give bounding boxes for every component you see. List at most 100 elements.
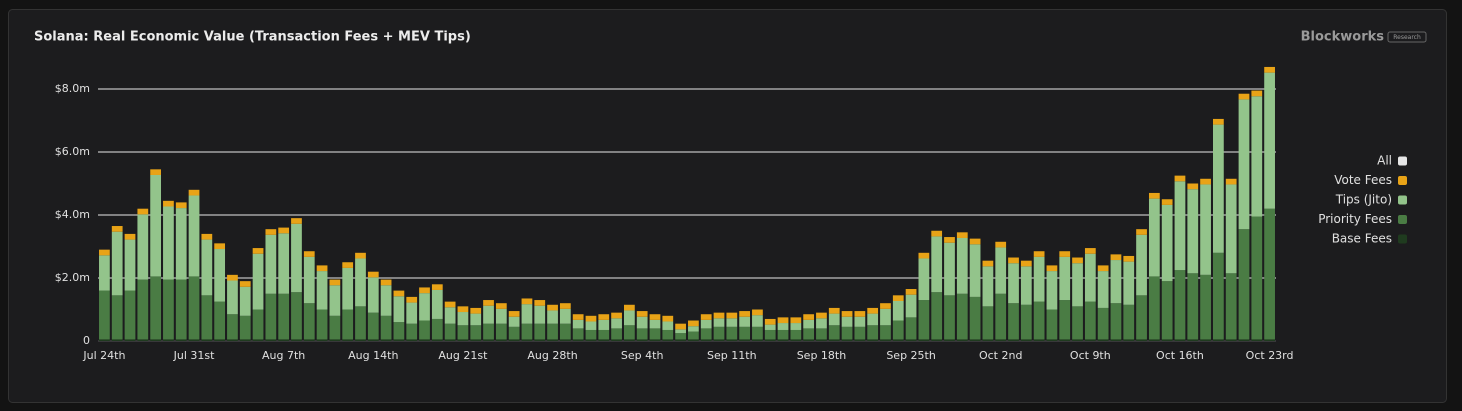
bar-segment bbox=[457, 312, 469, 326]
bar-segment bbox=[1251, 96, 1263, 217]
bar-segment bbox=[1046, 265, 1058, 272]
bar-segment bbox=[1110, 339, 1122, 341]
bar-segment bbox=[380, 339, 392, 341]
bar-segment bbox=[188, 276, 200, 340]
bar-segment bbox=[790, 339, 802, 341]
bar-segment bbox=[188, 339, 200, 341]
bar-segment bbox=[265, 229, 277, 235]
bar-segment bbox=[265, 339, 277, 341]
legend-label[interactable]: Tips (Jito) bbox=[1335, 193, 1392, 207]
x-tick-label: Aug 14th bbox=[348, 349, 398, 362]
bar-segment bbox=[278, 227, 290, 234]
bar-segment bbox=[1225, 184, 1237, 274]
bar-segment bbox=[470, 313, 482, 326]
bar-segment bbox=[406, 339, 418, 341]
bar-segment bbox=[688, 320, 699, 327]
bar-segment bbox=[944, 295, 955, 340]
bar-segment bbox=[201, 239, 213, 296]
bar-segment bbox=[1200, 184, 1211, 275]
bar-segment bbox=[239, 286, 251, 316]
bar-segment bbox=[483, 305, 494, 324]
bar-segment bbox=[624, 339, 635, 341]
bar-segment bbox=[995, 339, 1007, 341]
bar-segment bbox=[1187, 339, 1199, 341]
y-tick-label: $4.0m bbox=[55, 208, 90, 221]
bar-segment bbox=[1161, 281, 1173, 340]
bar-segment bbox=[393, 296, 405, 323]
bar-segment bbox=[841, 326, 853, 340]
bar-segment bbox=[918, 300, 930, 340]
bar-segment bbox=[739, 316, 750, 327]
bar-segment bbox=[329, 279, 341, 286]
bar-segment bbox=[508, 311, 520, 317]
bar-segment bbox=[175, 339, 187, 341]
bar-segment bbox=[214, 243, 226, 250]
bar-segment bbox=[688, 331, 699, 340]
x-tick-label: Oct 23rd bbox=[1246, 349, 1294, 362]
bar-segment bbox=[291, 339, 302, 341]
bar-segment bbox=[982, 266, 994, 307]
bar-segment bbox=[1072, 257, 1083, 264]
bar-segment bbox=[431, 289, 443, 319]
bar-segment bbox=[444, 323, 456, 340]
legend-swatch[interactable] bbox=[1398, 195, 1407, 205]
bar-segment bbox=[752, 309, 763, 316]
bar-segment bbox=[431, 284, 443, 290]
bar-segment bbox=[1046, 309, 1058, 340]
bar-segment bbox=[457, 325, 469, 340]
bar-segment bbox=[1174, 181, 1186, 271]
legend-label[interactable]: Base Fees bbox=[1332, 232, 1392, 246]
bar-segment bbox=[163, 200, 174, 207]
bar-segment bbox=[995, 247, 1007, 294]
legend-label[interactable]: Priority Fees bbox=[1318, 212, 1392, 226]
legend-swatch[interactable] bbox=[1398, 176, 1407, 185]
bar-segment bbox=[547, 310, 558, 324]
bar-segment bbox=[828, 339, 840, 341]
legend-swatch[interactable] bbox=[1398, 234, 1407, 244]
bar-segment bbox=[1161, 199, 1173, 205]
bar-segment bbox=[483, 323, 494, 340]
bar-segment bbox=[1136, 229, 1147, 235]
bar-segment bbox=[572, 319, 584, 329]
bar-segment bbox=[175, 208, 187, 280]
bar-segment bbox=[278, 233, 290, 294]
bar-segment bbox=[227, 280, 238, 315]
bar-segment bbox=[1072, 339, 1083, 341]
bar-segment bbox=[1136, 339, 1147, 341]
bar-segment bbox=[1059, 251, 1071, 257]
bar-segment bbox=[150, 174, 161, 277]
x-tick-label: Oct 16th bbox=[1156, 349, 1204, 362]
bar-segment bbox=[1161, 339, 1173, 341]
bar-segment bbox=[611, 328, 622, 340]
bar-segment bbox=[99, 339, 110, 341]
legend-swatch[interactable] bbox=[1398, 156, 1407, 166]
bar-segment bbox=[969, 238, 981, 245]
bar-segment bbox=[700, 314, 712, 320]
bar-segment bbox=[303, 251, 315, 257]
bar-segment bbox=[470, 307, 482, 314]
bar-segment bbox=[188, 195, 200, 277]
bar-segment bbox=[636, 316, 648, 329]
bar-segment bbox=[739, 311, 750, 317]
bar-segment bbox=[342, 267, 354, 310]
bar-segment bbox=[1008, 339, 1019, 341]
bar-segment bbox=[777, 329, 789, 340]
bar-segment bbox=[495, 303, 507, 309]
bar-segment bbox=[329, 285, 341, 316]
bar-segment bbox=[1084, 339, 1096, 341]
bar-segment bbox=[483, 339, 494, 341]
bar-segment bbox=[1008, 263, 1019, 304]
legend-label[interactable]: All bbox=[1377, 154, 1392, 168]
legend-label[interactable]: Vote Fees bbox=[1334, 173, 1392, 187]
bar-segment bbox=[137, 339, 149, 341]
bar-segment bbox=[854, 316, 866, 327]
bar-segment bbox=[367, 312, 379, 340]
bar-segment bbox=[803, 319, 815, 329]
bar-segment bbox=[662, 321, 674, 330]
bar-segment bbox=[1251, 216, 1263, 340]
bar-segment bbox=[649, 328, 661, 340]
bar-segment bbox=[406, 296, 418, 303]
bar-segment bbox=[931, 230, 943, 237]
legend-swatch[interactable] bbox=[1398, 215, 1407, 224]
bar-segment bbox=[1238, 99, 1250, 230]
